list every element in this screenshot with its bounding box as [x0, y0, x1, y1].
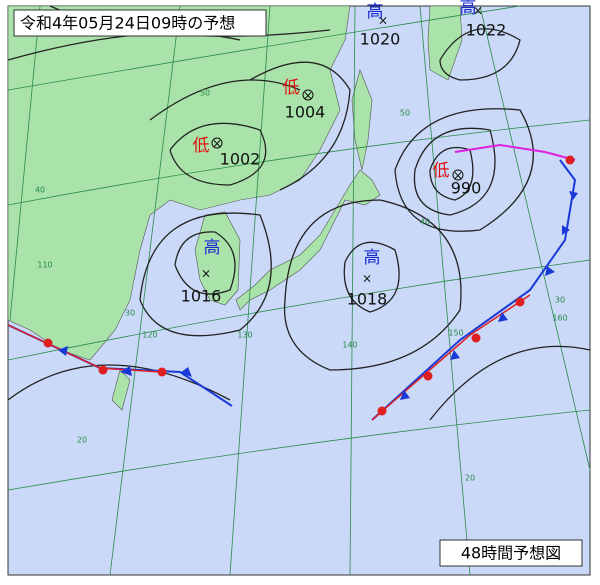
title: 令和4年05月24日09時の予想: [20, 14, 235, 33]
system-symbol: 低: [283, 78, 300, 98]
grid-label: 30: [555, 296, 565, 305]
grid-label: 40: [35, 186, 45, 195]
pressure-label: 1002: [220, 150, 261, 169]
center-mark: ×: [362, 272, 372, 286]
grid-label: 140: [342, 341, 357, 350]
system-symbol: 高: [367, 2, 384, 22]
low-center: [211, 137, 223, 149]
pressure-label: 990: [451, 179, 482, 198]
center-mark: ×: [303, 89, 313, 103]
system-symbol: 高: [460, 0, 477, 18]
grid-label: 30: [125, 309, 135, 318]
grid-label: 50: [400, 109, 410, 118]
grid-label: 160: [552, 314, 567, 323]
low-center: [452, 169, 464, 181]
system-symbol: 高: [204, 238, 221, 258]
land: [7, 5, 463, 411]
title-box: [13, 9, 267, 37]
grid-label: 120: [142, 331, 157, 340]
center-mark: ×: [453, 169, 463, 183]
grid-label: 110: [37, 261, 52, 270]
grid-label: 20: [465, 474, 475, 483]
center-mark: ×: [201, 267, 211, 281]
system-symbol: 高: [364, 248, 381, 268]
pressure-label: 1004: [285, 103, 326, 122]
grid-label: 150: [448, 329, 463, 338]
grid-label: 20: [77, 436, 87, 445]
center-mark: ×: [473, 4, 483, 18]
grid-label: 50: [200, 89, 210, 98]
system-symbol: 低: [433, 161, 450, 181]
pressure-label: 1018: [347, 290, 388, 309]
grid-label: 40: [420, 218, 430, 227]
center-mark: ×: [212, 137, 222, 151]
footer-box: [439, 539, 583, 567]
grid-label: 130: [237, 331, 252, 340]
pressure-label: 1020: [360, 30, 401, 49]
graticule: [7, 5, 591, 576]
footer-label: 48時間予想図: [461, 544, 561, 563]
center-mark: ×: [378, 14, 388, 28]
low-center: [302, 89, 314, 101]
fronts: [7, 143, 578, 421]
pressure-label: 1016: [181, 287, 222, 306]
system-symbol: 低: [193, 136, 210, 156]
pressure-label: 1022: [466, 21, 507, 40]
